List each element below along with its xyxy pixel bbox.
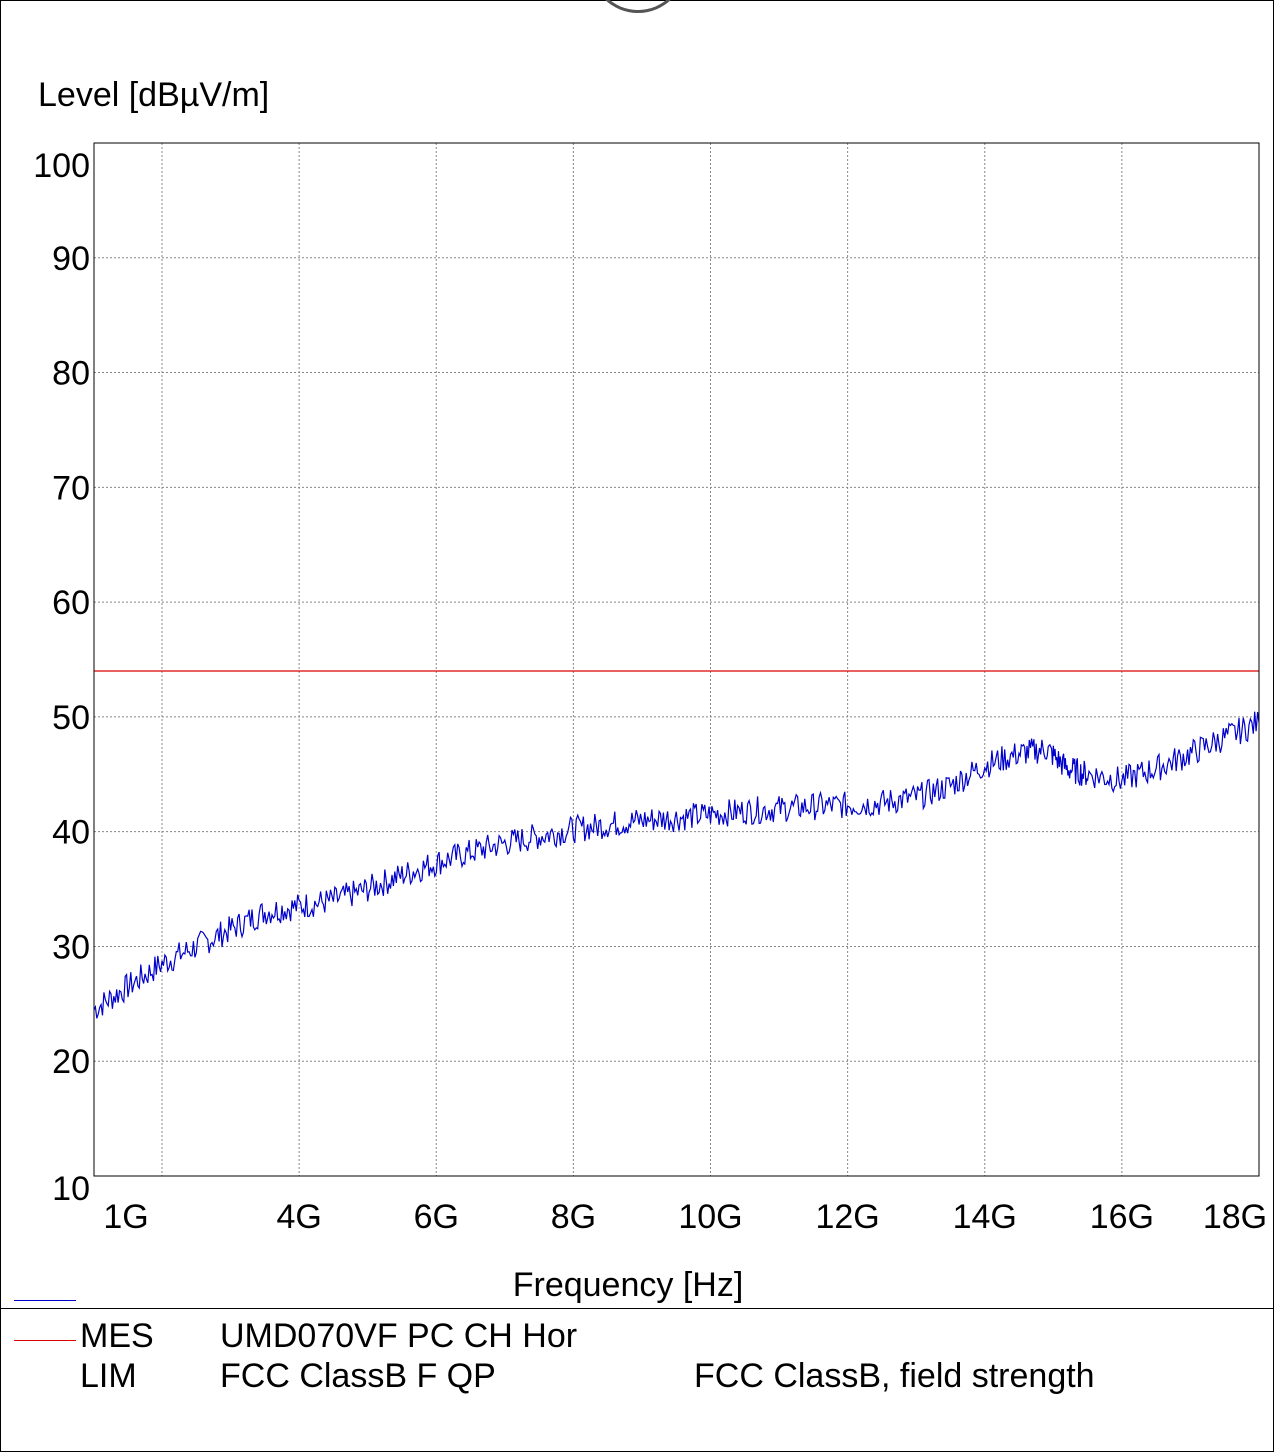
legend-row-mes: MES UMD070VF PC CH Hor bbox=[0, 1300, 1274, 1356]
y-tick-label: 20 bbox=[52, 1043, 90, 1081]
legend-code-lim: LIM bbox=[80, 1357, 137, 1395]
y-tick-label: 100 bbox=[33, 147, 90, 185]
legend-separator bbox=[0, 1308, 1274, 1309]
y-tick-label: 30 bbox=[52, 928, 90, 966]
legend-swatch-lim bbox=[14, 1340, 76, 1341]
y-tick-label: 40 bbox=[52, 814, 90, 852]
x-tick-label: 8G bbox=[551, 1198, 596, 1236]
legend: MES UMD070VF PC CH Hor LIM FCC ClassB F … bbox=[0, 1300, 1274, 1450]
x-tick-label: 1G bbox=[103, 1198, 148, 1236]
plot-border bbox=[93, 142, 1260, 1177]
x-tick-label: 6G bbox=[414, 1198, 459, 1236]
x-tick-label: 16G bbox=[1090, 1198, 1154, 1236]
x-axis-title: Frequency [Hz] bbox=[513, 1266, 744, 1304]
chart-plot: Level [dBµV/m] 10 20 30 40 50 60 70 80 90 100 1G 4… bbox=[33, 76, 1267, 1304]
y-tick-labels: 10 20 30 40 50 60 70 80 90 100 bbox=[33, 147, 90, 1208]
grid-lines bbox=[94, 143, 1259, 1176]
y-tick-label: 80 bbox=[52, 355, 90, 393]
legend-desc-lim: FCC ClassB, field strength bbox=[694, 1357, 1095, 1395]
x-tick-label: 4G bbox=[276, 1198, 321, 1236]
legend-name-lim: FCC ClassB F QP bbox=[220, 1357, 496, 1395]
x-tick-label: 10G bbox=[678, 1198, 742, 1236]
legend-swatch-mes bbox=[14, 1300, 76, 1301]
legend-name-mes: UMD070VF PC CH Hor bbox=[220, 1317, 578, 1355]
y-tick-label: 60 bbox=[52, 584, 90, 622]
y-tick-label: 50 bbox=[52, 699, 90, 737]
y-axis-title: Level [dBµV/m] bbox=[38, 76, 269, 114]
x-tick-labels: 1G 4G 6G 8G 10G 12G 14G 16G 18G bbox=[103, 1198, 1267, 1236]
x-tick-label: 12G bbox=[815, 1198, 879, 1236]
x-tick-label: 18G bbox=[1203, 1198, 1267, 1236]
y-tick-label: 10 bbox=[52, 1170, 90, 1208]
series-layer bbox=[93, 670, 1260, 1019]
y-tick-label: 70 bbox=[52, 469, 90, 507]
x-tick-label: 14G bbox=[953, 1198, 1017, 1236]
series-line-mes bbox=[93, 711, 1260, 1019]
legend-code-mes: MES bbox=[80, 1317, 154, 1355]
legend-row-lim: LIM FCC ClassB F QP FCC ClassB, field st… bbox=[0, 1340, 1274, 1396]
y-tick-label: 90 bbox=[52, 240, 90, 278]
